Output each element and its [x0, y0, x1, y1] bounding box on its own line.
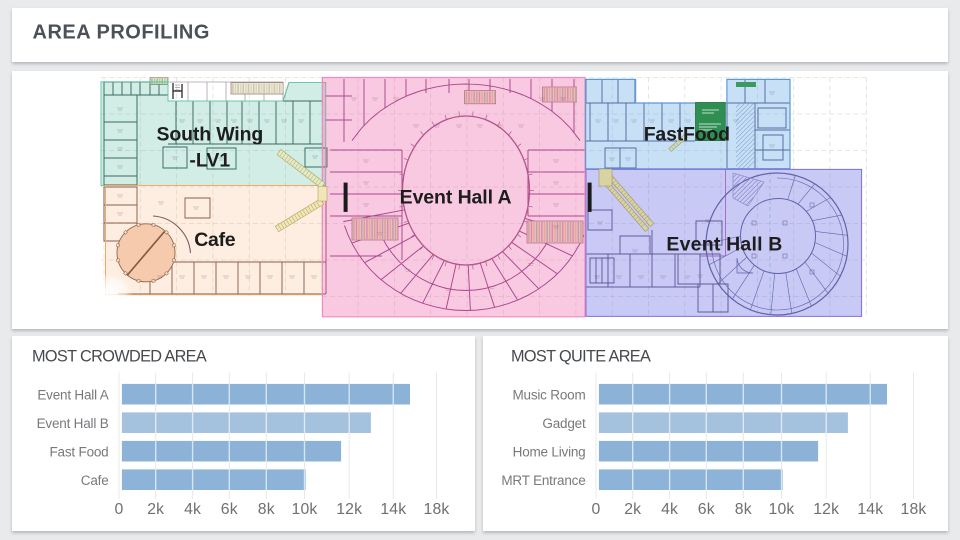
svg-text:Event Hall B: Event Hall B [666, 233, 782, 255]
svg-text:Fast Food: Fast Food [50, 444, 109, 459]
svg-text:12k: 12k [336, 501, 362, 518]
svg-text:10k: 10k [292, 501, 318, 518]
svg-text:Cafe: Cafe [194, 229, 236, 251]
svg-text:FastFood: FastFood [644, 123, 730, 145]
svg-text:MOST CROWDED AREA: MOST CROWDED AREA [32, 347, 207, 365]
svg-text:6k: 6k [221, 501, 238, 518]
svg-text:Event Hall A: Event Hall A [37, 387, 108, 402]
svg-text:12k: 12k [813, 501, 839, 518]
svg-text:18k: 18k [424, 501, 450, 518]
svg-text:4k: 4k [184, 501, 201, 518]
svg-text:Event Hall A: Event Hall A [400, 187, 512, 209]
svg-text:0: 0 [115, 501, 124, 518]
svg-text:14k: 14k [857, 501, 883, 518]
svg-text:10k: 10k [769, 501, 795, 518]
svg-text:MRT Entrance: MRT Entrance [501, 473, 585, 488]
svg-text:Music Room: Music Room [512, 387, 585, 402]
svg-text:Gadget: Gadget [542, 416, 586, 431]
svg-text:MOST QUITE AREA: MOST QUITE AREA [511, 347, 651, 365]
svg-text:18k: 18k [901, 501, 927, 518]
svg-text:Event Hall B: Event Hall B [37, 416, 109, 431]
svg-text:14k: 14k [380, 501, 406, 518]
svg-text:2k: 2k [624, 501, 641, 518]
svg-text:Cafe: Cafe [81, 473, 109, 488]
svg-text:6k: 6k [698, 501, 715, 518]
svg-text:0: 0 [592, 501, 601, 518]
svg-text:South Wing: South Wing [156, 124, 263, 146]
svg-text:8k: 8k [735, 501, 752, 518]
svg-text:8k: 8k [258, 501, 275, 518]
svg-text:4k: 4k [661, 501, 678, 518]
svg-text:Home Living: Home Living [513, 444, 586, 459]
svg-text:AREA PROFILING: AREA PROFILING [33, 21, 210, 43]
svg-text:2k: 2k [147, 501, 164, 518]
svg-text:-LV1: -LV1 [189, 149, 230, 171]
